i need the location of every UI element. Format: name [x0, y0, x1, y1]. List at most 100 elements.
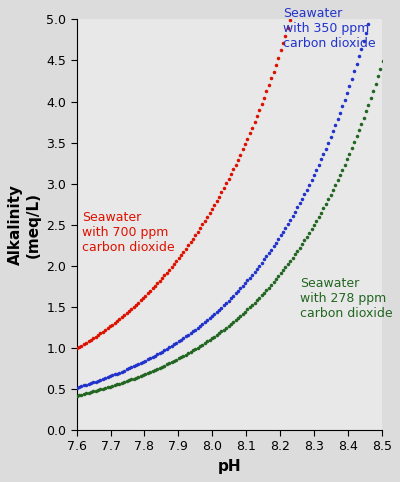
- Point: [268, 246, 274, 254]
- Point: [178, 251, 184, 259]
- Point: [225, 322, 232, 330]
- Point: [261, 255, 267, 263]
- Point: [97, 376, 104, 384]
- Point: [107, 383, 113, 390]
- Point: [320, 150, 326, 158]
- Point: [164, 361, 170, 368]
- Point: [168, 358, 175, 366]
- Point: [368, 94, 374, 102]
- Point: [232, 161, 239, 168]
- Point: [278, 47, 284, 54]
- Point: [164, 345, 170, 353]
- Point: [102, 384, 108, 392]
- Point: [225, 297, 232, 305]
- Point: [211, 201, 218, 209]
- Point: [197, 342, 203, 350]
- Point: [365, 101, 372, 108]
- Point: [95, 386, 101, 394]
- Point: [322, 145, 329, 152]
- Point: [304, 186, 310, 193]
- Point: [130, 362, 137, 370]
- Point: [273, 275, 279, 283]
- Point: [216, 329, 222, 337]
- Point: [88, 336, 94, 344]
- Point: [192, 326, 198, 334]
- Point: [337, 172, 343, 179]
- Point: [138, 372, 144, 380]
- Point: [282, 224, 289, 232]
- Point: [349, 144, 355, 152]
- Point: [147, 287, 154, 295]
- Point: [100, 375, 106, 383]
- Point: [285, 260, 291, 268]
- Point: [223, 179, 229, 187]
- Point: [118, 313, 125, 321]
- Point: [268, 281, 274, 289]
- Point: [258, 259, 265, 267]
- Point: [237, 312, 244, 320]
- Point: [100, 328, 106, 335]
- Point: [97, 329, 104, 337]
- Point: [202, 217, 208, 225]
- Point: [90, 378, 96, 386]
- Point: [289, 254, 296, 262]
- Point: [204, 337, 210, 345]
- Point: [95, 377, 101, 385]
- Point: [180, 352, 187, 360]
- Point: [150, 353, 156, 361]
- Point: [304, 233, 310, 241]
- Point: [81, 382, 87, 389]
- Point: [294, 247, 300, 255]
- Point: [266, 249, 272, 257]
- Point: [171, 260, 177, 268]
- Point: [118, 368, 125, 375]
- Point: [344, 89, 350, 96]
- Point: [223, 299, 229, 307]
- Point: [225, 175, 232, 183]
- Point: [344, 156, 350, 163]
- Point: [166, 266, 172, 274]
- Point: [218, 327, 224, 335]
- Point: [332, 121, 338, 129]
- Point: [140, 294, 146, 302]
- Point: [83, 389, 89, 397]
- X-axis label: pH: pH: [217, 459, 241, 474]
- Point: [216, 306, 222, 314]
- Point: [128, 375, 134, 383]
- Point: [78, 342, 85, 349]
- Point: [218, 188, 224, 196]
- Point: [164, 269, 170, 277]
- Point: [85, 389, 92, 397]
- Point: [130, 303, 137, 311]
- Point: [90, 334, 96, 342]
- Point: [92, 378, 99, 386]
- Point: [258, 292, 265, 299]
- Point: [375, 72, 381, 80]
- Point: [90, 388, 96, 395]
- Point: [194, 344, 201, 351]
- Point: [142, 370, 149, 378]
- Point: [214, 331, 220, 339]
- Point: [254, 296, 260, 304]
- Point: [308, 176, 315, 184]
- Point: [138, 359, 144, 367]
- Point: [356, 53, 362, 60]
- Point: [280, 267, 286, 274]
- Point: [216, 193, 222, 201]
- Point: [112, 371, 118, 378]
- Point: [353, 133, 360, 140]
- Point: [251, 268, 258, 276]
- Point: [220, 302, 227, 309]
- Point: [116, 380, 123, 388]
- Point: [337, 109, 343, 117]
- Point: [135, 299, 142, 307]
- Point: [154, 350, 160, 358]
- Point: [365, 20, 372, 28]
- Point: [316, 161, 322, 169]
- Point: [154, 365, 160, 373]
- Point: [121, 311, 127, 319]
- Point: [190, 327, 196, 335]
- Point: [292, 208, 298, 215]
- Point: [278, 231, 284, 239]
- Point: [318, 156, 324, 163]
